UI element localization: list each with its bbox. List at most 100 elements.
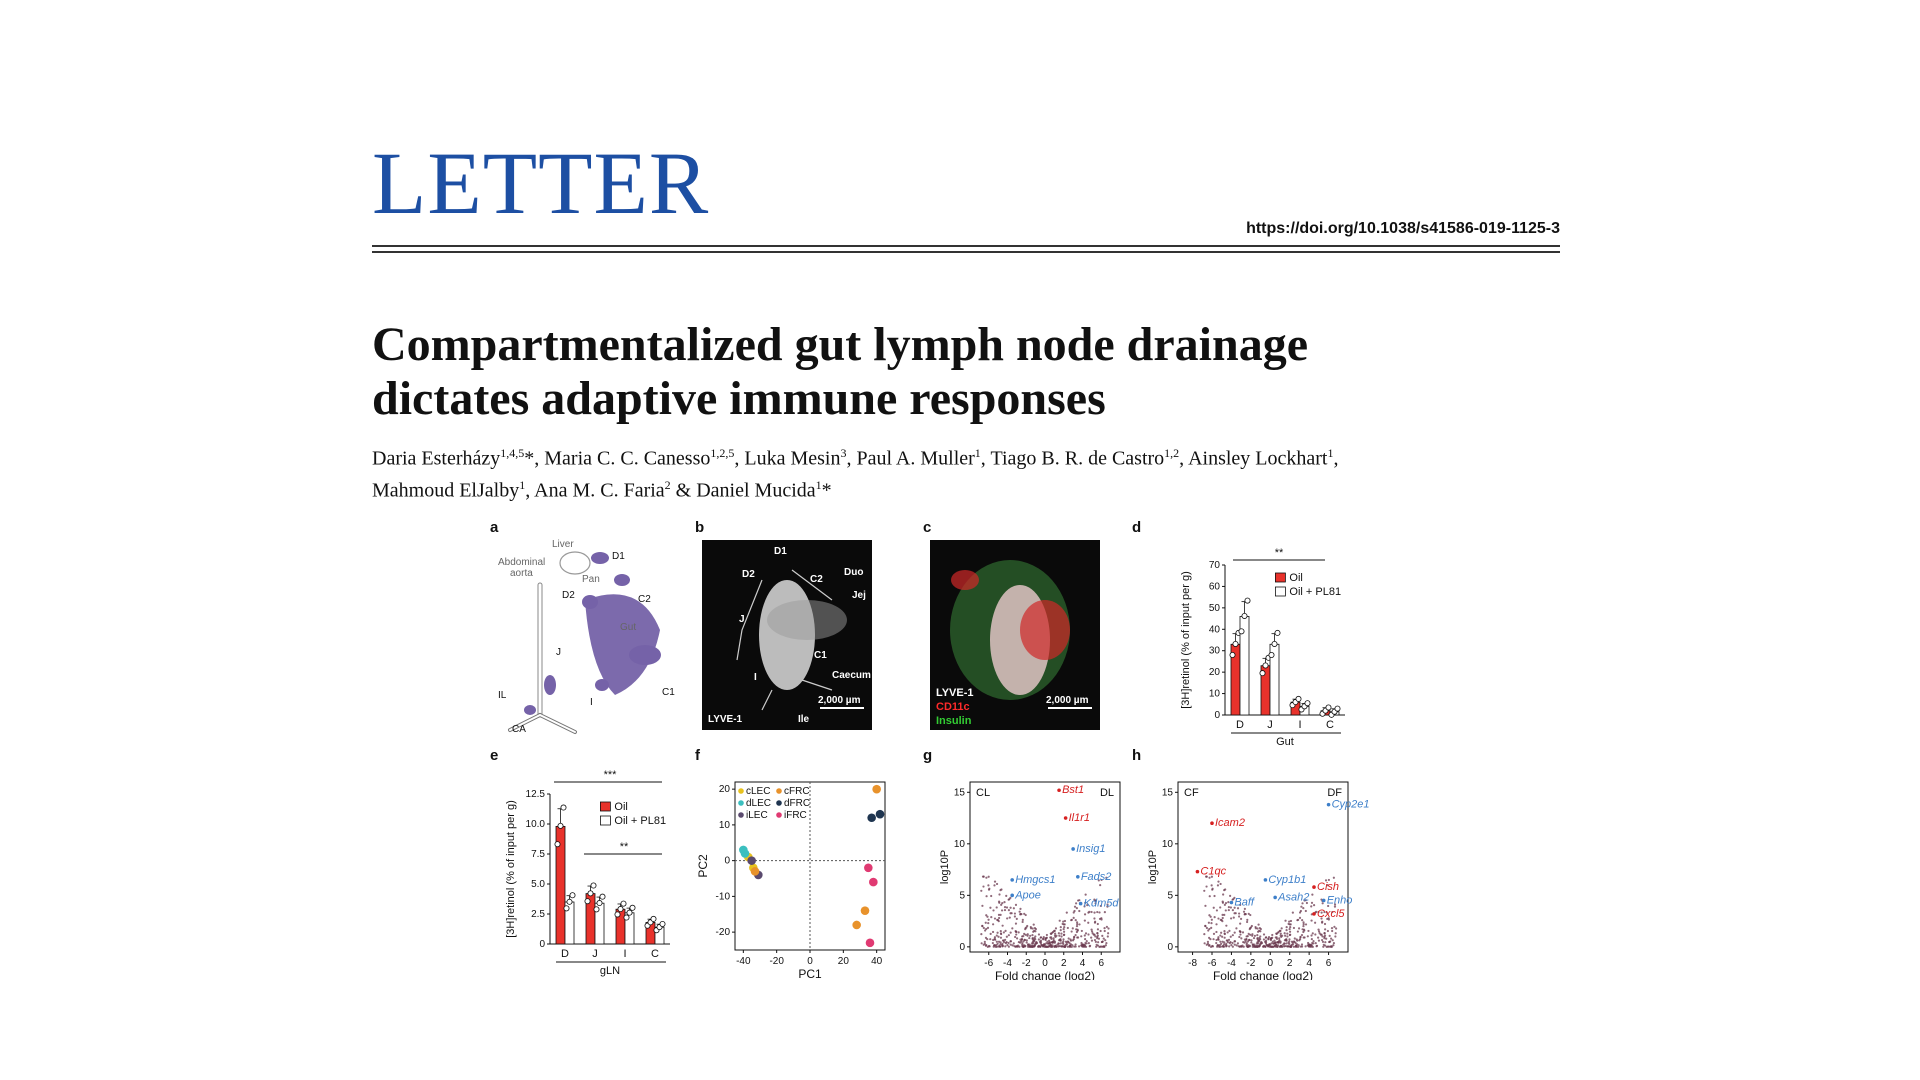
category-label: D bbox=[1236, 719, 1244, 731]
x-tick-label: -6 bbox=[1208, 958, 1217, 969]
background-point bbox=[1059, 939, 1062, 942]
doi-link[interactable]: https://doi.org/10.1038/s41586-019-1125-… bbox=[1246, 220, 1560, 237]
background-point bbox=[1288, 930, 1292, 933]
background-point bbox=[1231, 945, 1234, 948]
background-point bbox=[1003, 908, 1007, 912]
background-point bbox=[1063, 926, 1066, 929]
y-tick-label: 50 bbox=[1209, 603, 1221, 614]
panel-label-f: f bbox=[695, 747, 701, 764]
background-point bbox=[980, 889, 983, 892]
background-point bbox=[984, 944, 988, 947]
background-point bbox=[1065, 941, 1068, 944]
background-point bbox=[1026, 924, 1029, 928]
background-point bbox=[1239, 922, 1242, 925]
label-pan: Pan bbox=[582, 574, 600, 585]
background-point bbox=[1055, 945, 1058, 948]
background-point bbox=[1094, 940, 1097, 943]
background-point bbox=[1070, 930, 1073, 933]
background-point bbox=[1301, 928, 1304, 931]
background-point bbox=[1227, 938, 1231, 941]
background-point bbox=[1302, 922, 1305, 926]
node-c2 bbox=[614, 574, 630, 586]
label-i: I bbox=[590, 697, 593, 708]
background-point bbox=[1048, 944, 1051, 947]
background-point bbox=[1224, 909, 1227, 912]
background-point bbox=[1334, 935, 1337, 938]
background-point bbox=[1059, 929, 1062, 932]
background-point bbox=[1062, 942, 1065, 946]
background-point bbox=[1009, 912, 1012, 915]
background-point bbox=[1059, 926, 1062, 929]
background-point bbox=[1233, 906, 1236, 909]
scale-bar-c bbox=[1048, 707, 1092, 709]
background-point bbox=[1078, 909, 1081, 913]
section-heading: LETTER bbox=[372, 135, 710, 233]
background-point bbox=[980, 933, 983, 936]
data-dot bbox=[629, 904, 636, 911]
background-point bbox=[985, 914, 988, 917]
background-point bbox=[1074, 933, 1077, 937]
node-d2 bbox=[582, 595, 598, 609]
background-point bbox=[1221, 900, 1224, 903]
background-point bbox=[1327, 917, 1330, 920]
legend-label: dLEC bbox=[746, 798, 771, 809]
background-point bbox=[1285, 942, 1288, 945]
background-point bbox=[1084, 893, 1087, 896]
x-tick-label: 40 bbox=[871, 956, 883, 967]
background-point bbox=[1293, 937, 1296, 940]
background-point bbox=[995, 906, 998, 909]
background-point bbox=[1225, 945, 1228, 948]
data-dot bbox=[1295, 695, 1302, 702]
author-name: Maria C. C. Canesso bbox=[544, 447, 711, 470]
background-point bbox=[996, 931, 999, 934]
background-point bbox=[1218, 943, 1221, 947]
background-point bbox=[1041, 937, 1045, 940]
background-point bbox=[1101, 934, 1104, 937]
background-point bbox=[1259, 927, 1262, 931]
background-point bbox=[1093, 911, 1096, 914]
background-point bbox=[1066, 926, 1069, 930]
background-point bbox=[1023, 912, 1026, 915]
background-point bbox=[1086, 903, 1089, 907]
background-point bbox=[1028, 943, 1031, 946]
x-tick-label: 4 bbox=[1306, 958, 1312, 969]
x-tick-label: 6 bbox=[1326, 958, 1332, 969]
background-point bbox=[1080, 935, 1083, 938]
background-point bbox=[1217, 936, 1220, 939]
background-point bbox=[1270, 942, 1273, 945]
label-il: IL bbox=[498, 690, 507, 701]
background-point bbox=[1257, 938, 1260, 942]
background-point bbox=[1045, 942, 1048, 945]
gene-point bbox=[1312, 912, 1316, 916]
background-point bbox=[1289, 933, 1292, 936]
background-point bbox=[1267, 937, 1270, 940]
background-point bbox=[1233, 896, 1236, 899]
plot-frame bbox=[1177, 781, 1349, 953]
background-point bbox=[1320, 917, 1323, 920]
background-point bbox=[1294, 941, 1297, 945]
background-point bbox=[1335, 927, 1338, 930]
gene-point bbox=[1071, 847, 1075, 851]
background-point bbox=[1050, 932, 1053, 935]
background-point bbox=[1096, 932, 1099, 935]
panel-c-micrograph: LYVE-1 CD11c Insulin 2,000 µm bbox=[930, 540, 1100, 730]
background-point bbox=[1305, 901, 1309, 905]
category-label: C bbox=[1326, 719, 1334, 731]
background-point bbox=[1246, 920, 1249, 924]
background-point bbox=[1332, 876, 1335, 879]
x-tick-label: 0 bbox=[1042, 958, 1048, 969]
background-point bbox=[1072, 936, 1076, 939]
legend-swatch-Oil + PL81 bbox=[1275, 586, 1286, 597]
author-name: Paul A. Muller bbox=[856, 447, 975, 470]
background-point bbox=[1090, 928, 1093, 931]
corner-label-left: CL bbox=[976, 787, 990, 799]
point-cFRC bbox=[872, 784, 881, 794]
background-point bbox=[1238, 935, 1241, 939]
background-point bbox=[1080, 929, 1083, 933]
y-tick-label: 20 bbox=[1209, 667, 1221, 678]
point-iLEC bbox=[747, 856, 756, 865]
background-point bbox=[1310, 901, 1314, 904]
background-point bbox=[1212, 932, 1216, 935]
gene-point bbox=[1321, 898, 1326, 903]
author-separator: , bbox=[534, 447, 545, 470]
